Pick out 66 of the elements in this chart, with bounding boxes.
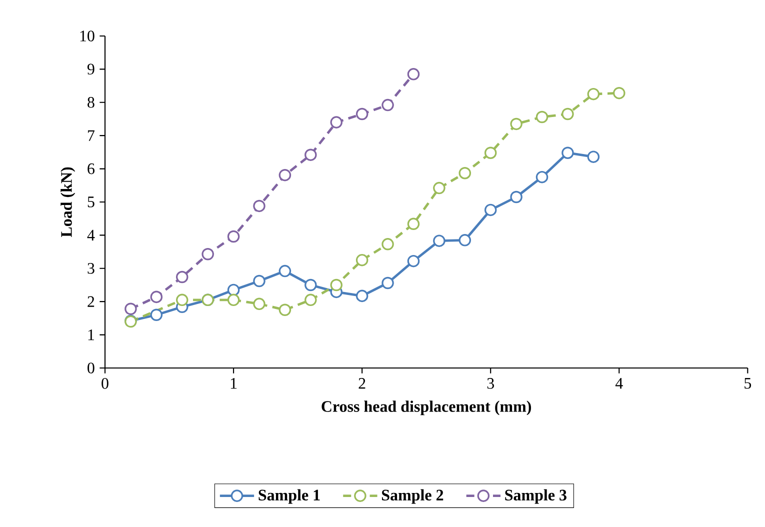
point bbox=[304, 148, 317, 161]
y-tick-label: 6 bbox=[88, 163, 94, 174]
point bbox=[433, 234, 446, 247]
legend-label: Sample 2 bbox=[382, 489, 444, 504]
point bbox=[356, 290, 368, 302]
point bbox=[562, 108, 574, 120]
y-tick-label: 4 bbox=[87, 230, 95, 240]
point bbox=[382, 238, 394, 250]
point bbox=[227, 294, 240, 306]
point bbox=[227, 284, 240, 296]
point bbox=[304, 294, 317, 306]
y-tick-label: 9 bbox=[87, 64, 94, 75]
y-tick-label: 7 bbox=[88, 130, 94, 141]
point bbox=[202, 248, 214, 260]
point bbox=[150, 290, 163, 304]
x-tick-label: 2 bbox=[358, 378, 366, 389]
point bbox=[612, 86, 626, 100]
point bbox=[304, 278, 317, 292]
point bbox=[278, 264, 292, 278]
point bbox=[382, 276, 394, 290]
point bbox=[330, 116, 342, 128]
y-axis-title: Load (kN) bbox=[60, 167, 76, 238]
point bbox=[587, 88, 600, 100]
point bbox=[458, 166, 472, 180]
point bbox=[253, 298, 266, 310]
point bbox=[407, 68, 420, 80]
x-tick-label: 1 bbox=[230, 378, 237, 389]
point bbox=[227, 230, 240, 243]
x-tick-label: 0 bbox=[102, 378, 108, 389]
point bbox=[382, 98, 394, 112]
point bbox=[278, 304, 292, 316]
point bbox=[253, 200, 266, 212]
y-tick-label: 2 bbox=[88, 296, 94, 307]
point bbox=[356, 254, 368, 266]
y-tick-label: 1 bbox=[88, 330, 94, 340]
point bbox=[407, 254, 420, 268]
point bbox=[510, 190, 522, 204]
point bbox=[562, 146, 574, 159]
point bbox=[124, 302, 137, 316]
y-tick-label: 8 bbox=[88, 96, 94, 108]
point bbox=[150, 308, 163, 321]
point bbox=[587, 150, 600, 163]
x-tick-label: 4 bbox=[615, 378, 623, 389]
y-tick-label: 5 bbox=[88, 196, 94, 208]
point bbox=[458, 234, 472, 246]
point bbox=[407, 218, 420, 230]
x-tick-label: 3 bbox=[487, 378, 494, 389]
point bbox=[330, 278, 342, 292]
point bbox=[536, 170, 548, 184]
y-tick-label: 0 bbox=[88, 362, 94, 374]
legend-label: Sample 1 bbox=[258, 489, 320, 504]
y-tick-label: 10 bbox=[80, 30, 94, 42]
y-tick-label: 3 bbox=[88, 263, 94, 274]
x-axis-title: Cross head displacement (mm) bbox=[322, 400, 532, 416]
point bbox=[278, 168, 292, 182]
point bbox=[253, 274, 266, 288]
point bbox=[176, 270, 188, 284]
point bbox=[536, 110, 548, 124]
point bbox=[484, 204, 497, 216]
point bbox=[176, 294, 188, 306]
point bbox=[433, 182, 446, 194]
point bbox=[510, 118, 522, 130]
x-tick-label: 5 bbox=[744, 378, 752, 389]
point bbox=[484, 146, 497, 159]
legend-label: Sample 3 bbox=[505, 489, 566, 504]
point bbox=[356, 108, 368, 120]
